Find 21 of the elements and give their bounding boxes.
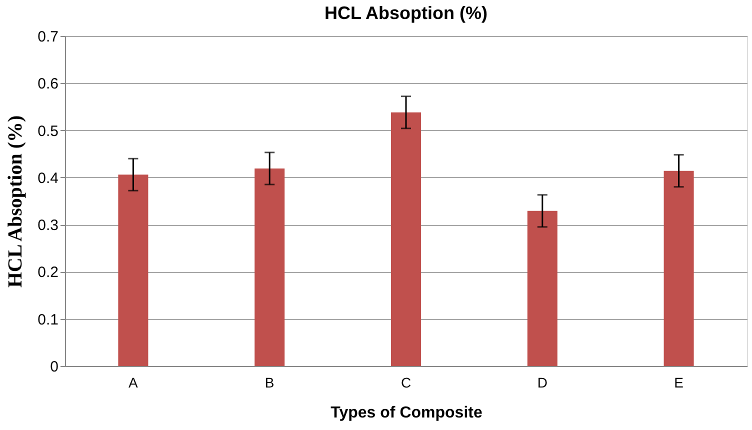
y-tick-label: 0.1 (38, 311, 58, 328)
y-axis-title: HCL Absoption (%) (4, 115, 27, 288)
bar (390, 112, 422, 366)
x-tick-label: D (537, 374, 548, 390)
y-tick-label: 0.4 (38, 170, 58, 187)
y-tick-label: 0 (50, 358, 58, 376)
x-tick-label: C (400, 374, 412, 390)
bar (664, 170, 694, 366)
bar (254, 168, 285, 366)
x-tick-label: E (674, 374, 684, 390)
y-tick-label: 0.7 (38, 28, 58, 46)
y-tick-label: 0.3 (38, 217, 58, 234)
y-tick-label: 0.6 (38, 76, 58, 93)
y-tick-label: 0.5 (38, 122, 58, 140)
x-axis-title: Types of Composite (330, 404, 482, 422)
bar (118, 174, 148, 366)
bar (527, 210, 558, 366)
x-tick-label: B (264, 374, 274, 390)
chart-title: HCL Absoption (%) (324, 3, 488, 23)
x-tick-label: A (128, 374, 139, 390)
y-tick-label: 0.2 (38, 264, 58, 282)
